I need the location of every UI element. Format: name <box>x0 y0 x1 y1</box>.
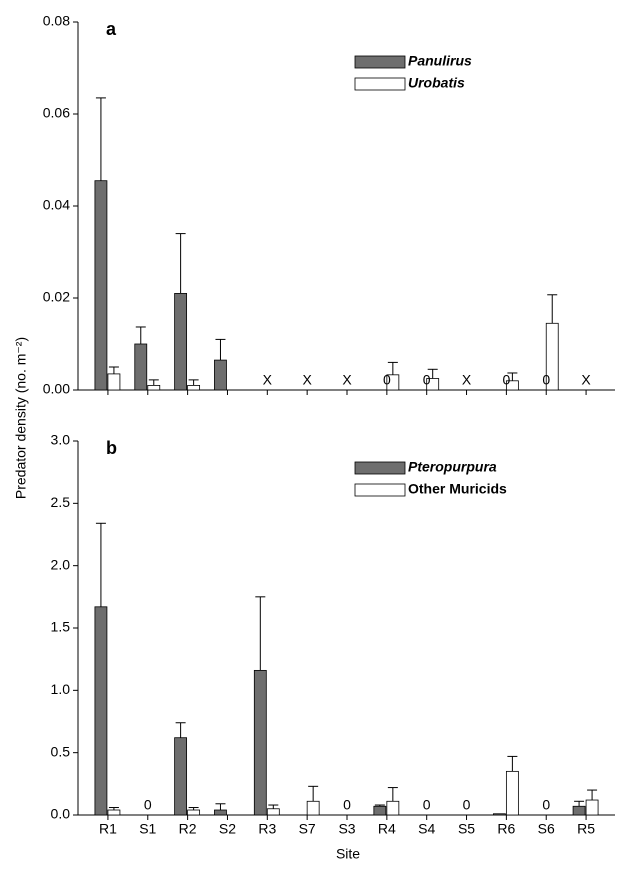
legend-label: Urobatis <box>408 75 465 91</box>
y-tick-label: 0.06 <box>43 105 70 121</box>
x-tick-label: R3 <box>258 821 276 837</box>
bar <box>174 737 188 816</box>
annotation: X <box>302 372 312 388</box>
annotation: 0 <box>542 372 550 388</box>
bar <box>147 384 161 391</box>
y-tick-label: 0.00 <box>43 381 70 397</box>
bar <box>94 606 108 816</box>
bar <box>214 809 227 816</box>
annotation: X <box>581 372 591 388</box>
annotation: 0 <box>343 797 351 813</box>
annotation: 0 <box>542 797 550 813</box>
x-tick-label: S5 <box>458 821 475 837</box>
bar <box>572 805 586 816</box>
bar <box>214 359 227 391</box>
panel-label: a <box>106 19 117 39</box>
bar <box>253 669 267 816</box>
bar <box>306 800 320 816</box>
x-tick-label: S7 <box>299 821 316 837</box>
bar <box>107 373 121 391</box>
legend-label: Other Muricids <box>408 481 507 497</box>
bar <box>174 292 188 391</box>
y-axis-label: Predator density (no. m⁻²) <box>13 337 29 499</box>
bar <box>505 770 519 816</box>
x-tick-label: S1 <box>139 821 156 837</box>
bar <box>107 809 121 816</box>
bar <box>373 805 387 816</box>
y-tick-label: 1.0 <box>51 681 71 697</box>
bar <box>187 809 201 816</box>
annotation: X <box>462 372 472 388</box>
x-tick-label: R6 <box>497 821 515 837</box>
annotation: 0 <box>423 797 431 813</box>
y-tick-label: 0.0 <box>51 806 71 822</box>
annotation: X <box>263 372 273 388</box>
x-tick-label: S3 <box>338 821 355 837</box>
annotation: X <box>342 372 352 388</box>
annotation: 0 <box>383 372 391 388</box>
bar <box>266 808 280 816</box>
annotation: 0 <box>144 797 152 813</box>
bar <box>585 799 599 816</box>
x-tick-label: R4 <box>378 821 396 837</box>
annotation: 0 <box>463 797 471 813</box>
x-tick-label: R1 <box>99 821 117 837</box>
bar <box>187 384 201 391</box>
x-tick-label: S2 <box>219 821 236 837</box>
x-tick-label: R5 <box>577 821 595 837</box>
x-tick-label: R2 <box>179 821 197 837</box>
panel-label: b <box>106 438 117 458</box>
bar <box>492 813 506 816</box>
legend-swatch <box>354 55 406 69</box>
bar <box>94 180 108 391</box>
y-tick-label: 1.5 <box>51 619 71 635</box>
legend-swatch <box>354 77 406 91</box>
legend-label: Panulirus <box>408 53 472 69</box>
y-tick-label: 0.02 <box>43 289 70 305</box>
annotation: 0 <box>502 372 510 388</box>
bar <box>386 800 400 816</box>
legend-swatch <box>354 483 406 497</box>
y-tick-label: 0.5 <box>51 743 71 759</box>
legend-label: Pteropurpura <box>408 459 497 475</box>
x-tick-label: S4 <box>418 821 435 837</box>
y-tick-label: 2.0 <box>51 556 71 572</box>
x-axis-label: Site <box>336 846 360 862</box>
y-tick-label: 3.0 <box>51 432 71 448</box>
legend-swatch <box>354 461 406 475</box>
x-tick-label: S6 <box>538 821 555 837</box>
annotation: 0 <box>423 372 431 388</box>
y-tick-label: 0.04 <box>43 197 70 213</box>
y-tick-label: 2.5 <box>51 494 71 510</box>
y-tick-label: 0.08 <box>43 13 70 29</box>
bar <box>134 343 148 391</box>
